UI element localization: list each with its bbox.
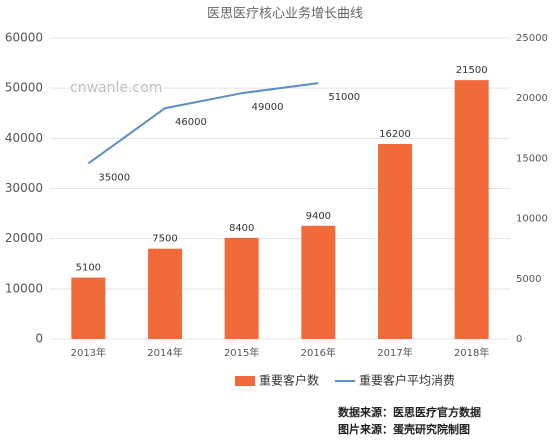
line-value-label: 49000	[252, 102, 284, 113]
line-value-label: 51000	[328, 92, 360, 103]
line-value-label: 46000	[175, 117, 207, 128]
y2-tick-label: 0	[516, 334, 522, 345]
y2-tick-label: 10000	[516, 214, 548, 225]
y2-tick-label: 5000	[516, 274, 541, 285]
y-tick-label: 0	[35, 332, 43, 346]
x-tick-label: 2014年	[147, 346, 182, 359]
bar	[224, 237, 259, 339]
legend-label: 重要客户数	[259, 373, 319, 388]
y-tick-label: 30000	[5, 181, 43, 195]
footer-source: 图片来源：蛋壳研究院制图	[338, 422, 470, 436]
y2-tick-label: 15000	[516, 153, 548, 164]
line	[87, 82, 319, 165]
x-tick-label: 2013年	[71, 346, 106, 359]
y-tick-label: 20000	[5, 231, 43, 245]
bar-value-label: 7500	[152, 234, 177, 245]
legend-swatch	[235, 376, 255, 386]
x-tick-label: 2015年	[224, 346, 259, 359]
y2-tick-label: 20000	[516, 93, 548, 104]
x-tick-label: 2017年	[377, 346, 412, 359]
bar	[378, 143, 412, 339]
footer-source: 数据来源：医思医疗官方数据	[338, 405, 481, 419]
y-tick-label: 50000	[5, 81, 43, 95]
bar-value-label: 16200	[379, 129, 411, 140]
y2-tick-label: 25000	[516, 33, 548, 44]
y-tick-label: 60000	[5, 31, 43, 45]
bar	[454, 80, 489, 339]
y-tick-label: 10000	[5, 281, 43, 295]
y-tick-label: 40000	[5, 131, 43, 145]
chart-title: 医思医疗核心业务增长曲线	[207, 6, 363, 22]
bar	[301, 225, 336, 339]
bar	[148, 248, 182, 339]
bar-value-label: 5100	[76, 263, 101, 274]
bar-value-label: 9400	[306, 211, 331, 222]
line-value-label: 35000	[98, 172, 130, 183]
x-tick-label: 2018年	[454, 346, 489, 359]
legend-label: 重要客户平均消费	[359, 373, 455, 388]
bar-value-label: 21500	[456, 65, 488, 76]
x-tick-label: 2016年	[301, 346, 336, 359]
bar	[71, 277, 106, 339]
bar-value-label: 8400	[229, 223, 254, 234]
